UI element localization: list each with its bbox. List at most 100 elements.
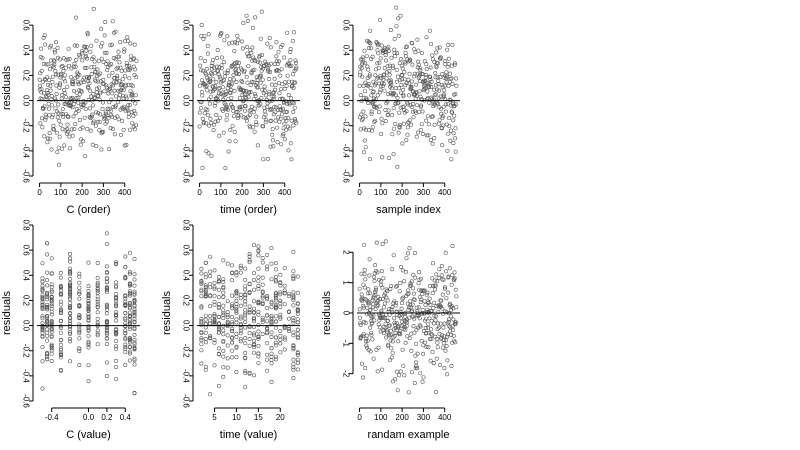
data-point: [205, 88, 210, 93]
data-point: [385, 112, 390, 117]
data-point: [291, 293, 296, 298]
data-point: [278, 337, 283, 342]
data-point: [358, 93, 363, 98]
data-point: [92, 65, 97, 70]
data-point: [388, 332, 393, 337]
data-point: [74, 57, 79, 62]
data-point: [238, 331, 243, 336]
data-point: [127, 76, 132, 81]
x-tick-label: 100: [54, 188, 68, 197]
data-point: [225, 261, 230, 266]
data-point: [243, 308, 248, 313]
data-point: [221, 279, 226, 284]
data-point: [114, 377, 119, 382]
data-point: [40, 286, 45, 291]
data-point: [441, 123, 446, 128]
data-point: [284, 83, 289, 88]
data-point: [383, 52, 388, 57]
data-point: [359, 118, 364, 123]
data-point: [251, 55, 256, 60]
data-point: [79, 89, 84, 94]
y-tick-label: 0.2: [22, 295, 31, 307]
data-point: [404, 81, 409, 86]
data-point: [45, 327, 50, 332]
data-point: [203, 291, 208, 296]
data-point: [377, 17, 382, 22]
data-point: [48, 88, 53, 93]
data-point: [258, 36, 263, 41]
data-point: [68, 339, 73, 344]
data-point: [257, 53, 262, 58]
data-point: [282, 283, 287, 288]
data-point: [269, 107, 274, 112]
data-point: [230, 63, 235, 68]
data-point: [363, 61, 368, 66]
data-point: [412, 330, 417, 335]
data-point: [372, 278, 377, 283]
data-point: [221, 303, 226, 308]
data-point: [49, 294, 54, 299]
data-point: [216, 327, 221, 332]
data-point: [388, 27, 393, 32]
data-point: [410, 302, 415, 307]
data-point: [104, 305, 109, 310]
data-point: [87, 106, 92, 111]
data-point: [75, 80, 80, 85]
data-point: [212, 71, 217, 76]
data-point: [122, 104, 127, 109]
data-point: [384, 76, 389, 81]
data-point: [415, 103, 420, 108]
data-point: [95, 322, 100, 327]
data-point: [222, 101, 227, 106]
data-point: [295, 290, 300, 295]
data-point: [386, 156, 391, 161]
data-point: [247, 310, 252, 315]
data-point: [270, 127, 275, 132]
data-point: [379, 132, 384, 137]
data-point: [40, 328, 45, 333]
x-tick-label: 0.0: [83, 413, 95, 422]
data-point: [260, 87, 265, 92]
data-point: [409, 331, 414, 336]
data-point: [256, 248, 261, 253]
data-point: [440, 292, 445, 297]
data-point: [108, 126, 113, 131]
data-point: [102, 89, 107, 94]
data-point: [104, 311, 109, 316]
data-point: [222, 38, 227, 43]
data-point: [49, 299, 54, 304]
data-point: [104, 83, 109, 88]
data-point: [212, 337, 217, 342]
data-point: [58, 307, 63, 312]
data-point: [132, 291, 137, 296]
data-point: [409, 79, 414, 84]
data-point: [255, 85, 260, 90]
data-point: [418, 324, 423, 329]
data-point: [247, 281, 252, 286]
data-point: [199, 294, 204, 299]
data-point: [361, 109, 366, 114]
data-point: [132, 292, 137, 297]
data-point: [122, 47, 127, 52]
data-point: [238, 270, 243, 275]
data-point: [409, 40, 414, 45]
data-point: [127, 358, 132, 363]
data-point: [256, 266, 261, 271]
data-point: [132, 309, 137, 314]
data-point: [112, 88, 117, 93]
data-point: [425, 81, 430, 86]
data-point: [398, 315, 403, 320]
data-point: [295, 360, 300, 365]
data-point: [375, 48, 380, 53]
data-point: [204, 84, 209, 89]
points-group: [357, 5, 459, 169]
data-point: [413, 50, 418, 55]
data-point: [43, 117, 48, 122]
data-point: [203, 367, 208, 372]
y-tick-label: 0.0: [22, 95, 31, 107]
data-point: [54, 130, 59, 135]
data-point: [265, 306, 270, 311]
data-point: [256, 361, 261, 366]
data-point: [273, 261, 278, 266]
data-point: [225, 107, 230, 112]
